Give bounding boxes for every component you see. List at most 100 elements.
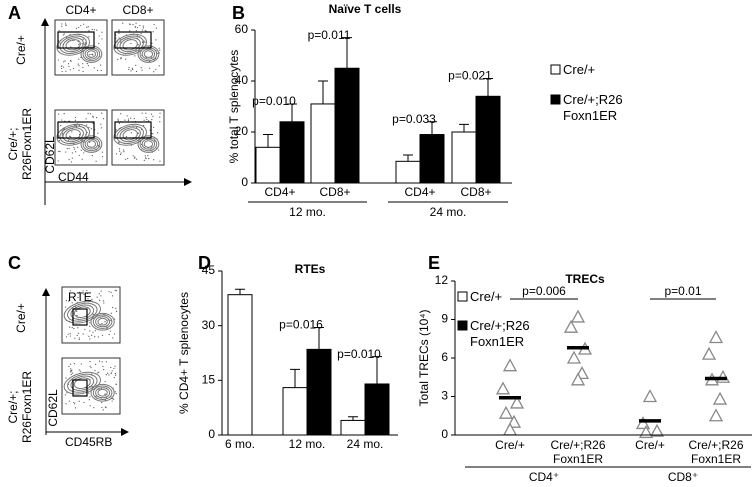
flow-event — [118, 37, 120, 39]
flow-event — [61, 23, 63, 25]
flow-event — [84, 328, 86, 330]
flow-event — [122, 149, 125, 151]
flow-event — [135, 70, 138, 73]
flow-event — [65, 300, 67, 302]
flow-event — [73, 327, 75, 330]
flow-event — [65, 24, 67, 26]
p-value: p=0.01 — [664, 284, 701, 298]
contour — [122, 39, 138, 51]
flow-event — [100, 64, 102, 66]
flow-event — [101, 406, 103, 408]
flow-event — [130, 132, 133, 134]
flow-event — [80, 24, 82, 27]
flow-event — [84, 44, 86, 46]
arrowhead — [121, 428, 129, 436]
flow-event — [155, 68, 157, 71]
flow-event — [143, 119, 145, 121]
flow-event — [92, 313, 94, 315]
flow-event — [145, 157, 147, 160]
flow-event — [78, 43, 80, 46]
contour — [92, 314, 113, 329]
flow-event — [82, 290, 84, 292]
flow-event — [115, 310, 118, 312]
flow-event — [104, 380, 106, 383]
flow-event — [83, 293, 85, 295]
flow-event — [69, 290, 72, 292]
contour — [97, 388, 108, 397]
flow-event — [65, 151, 67, 153]
y-tick-label: 3 — [441, 389, 448, 403]
flow-event — [105, 374, 107, 376]
flow-event — [114, 372, 116, 375]
flow-event — [98, 371, 100, 373]
flow-event — [77, 146, 79, 148]
flow-event — [151, 118, 153, 121]
flow-event — [71, 152, 73, 154]
y-tick-label: 0 — [441, 427, 448, 441]
row-label: Cre/+; R26Foxn1ER — [6, 370, 34, 444]
flow-event — [134, 157, 136, 159]
flow-event — [117, 58, 119, 60]
y-tick-label: 12 — [435, 273, 449, 287]
panel-letter: D — [198, 253, 211, 273]
error-bar — [427, 121, 437, 135]
flow-event — [91, 298, 93, 300]
flow-event — [159, 112, 161, 114]
flow-event — [145, 117, 147, 119]
flow-event — [88, 126, 90, 129]
contour — [67, 302, 98, 322]
flow-event — [65, 377, 67, 379]
flow-event — [63, 113, 65, 115]
flow-event — [155, 27, 158, 29]
flow-event — [111, 398, 113, 400]
error-bar — [314, 326, 324, 350]
bar — [310, 103, 336, 184]
contour — [113, 123, 147, 146]
flow-event — [90, 128, 92, 130]
flow-event — [101, 361, 103, 363]
contour — [95, 387, 111, 399]
flow-event — [159, 49, 161, 51]
flow-event — [108, 374, 110, 376]
x-tick-label: CD8+ — [460, 185, 491, 199]
error-bar — [318, 80, 328, 104]
contour — [92, 385, 113, 400]
flow-event — [86, 292, 88, 294]
flow-event — [108, 333, 110, 336]
flow-event — [141, 29, 143, 31]
arrowhead — [42, 288, 50, 296]
flow-event — [115, 290, 117, 292]
flow-event — [88, 141, 91, 143]
flow-event — [126, 115, 128, 117]
flow-event — [62, 34, 64, 36]
flow-event — [144, 41, 146, 43]
flow-event — [131, 68, 134, 70]
contour — [56, 123, 90, 146]
flow-event — [101, 323, 103, 325]
bar — [395, 160, 421, 184]
flow-event — [99, 299, 101, 301]
flow-event — [135, 64, 137, 66]
flow-event — [108, 290, 110, 293]
point — [570, 309, 586, 323]
flow-event — [114, 333, 116, 335]
gate — [57, 121, 95, 139]
column-label: CD4+ — [65, 3, 96, 17]
flow-event — [98, 35, 100, 37]
flow-event — [73, 148, 76, 150]
flow-event — [141, 112, 143, 114]
flow-event — [60, 124, 62, 127]
flow-event — [87, 112, 89, 114]
flow-event — [89, 396, 91, 398]
flow-event — [136, 158, 138, 160]
y-axis-label: Total TRECs (10⁴) — [417, 310, 431, 407]
flow-event — [159, 116, 161, 118]
x-tick-label: 24 mo. — [347, 437, 384, 451]
contour — [86, 140, 97, 148]
flow-event — [68, 400, 70, 402]
flow-event — [113, 367, 115, 370]
flow-event — [102, 118, 105, 120]
y-tick-label: 60 — [235, 22, 249, 36]
flow-event — [60, 65, 63, 67]
flow-event — [88, 399, 90, 401]
